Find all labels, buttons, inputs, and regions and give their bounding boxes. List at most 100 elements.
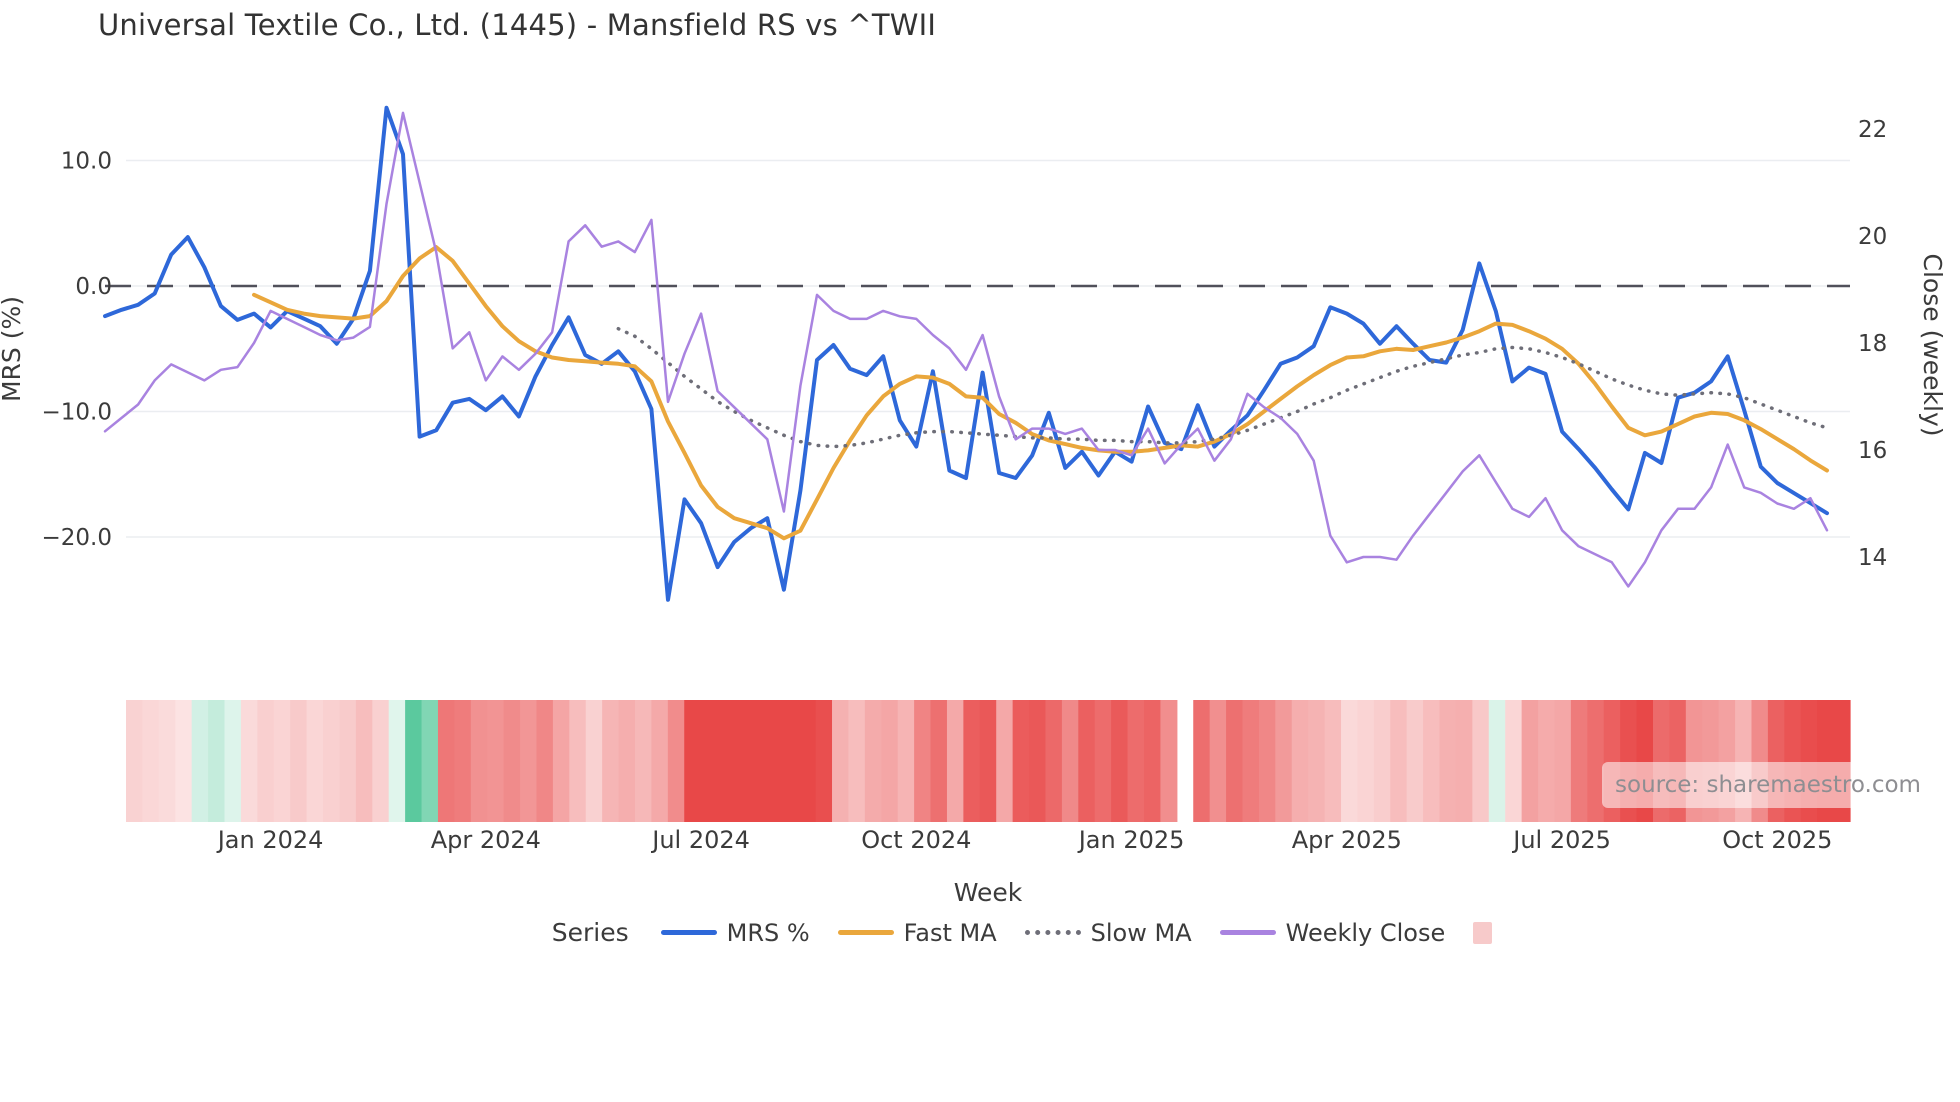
legend-swatch-line [660,930,717,935]
heatmap-cell [963,700,981,822]
x-axis-tick-label: Jul 2025 [1511,826,1611,854]
chart-title: Universal Textile Co., Ltd. (1445) - Man… [98,8,937,42]
legend-label: Weekly Close [1285,918,1446,947]
legend-item-weekly-close: Weekly Close [1219,918,1446,947]
heatmap-cell [569,700,587,822]
heatmap-cell [126,700,144,822]
heatmap-cell [175,700,193,822]
heatmap-cell [388,700,406,822]
heatmap-cell [1455,700,1473,822]
heatmap-cell [503,700,521,822]
heatmap-cell [1045,700,1063,822]
heatmap-cell [372,700,390,822]
heatmap-cell [1554,700,1572,822]
heatmap-cell [1587,700,1605,822]
right-axis-tick-label: 14 [1858,545,1887,571]
right-axis-title: Close (weekly) [1918,254,1947,437]
heatmap-cell [897,700,915,822]
heatmap-cell [339,700,357,822]
heatmap-cell [273,700,291,822]
heatmap-cell [602,700,620,822]
legend-item-fast-ma: Fast MA [837,919,997,947]
heatmap-cell [1439,700,1457,822]
legend-swatch-line [1219,930,1276,935]
heatmap-cell [930,700,948,822]
heatmap-cell [782,700,800,822]
heatmap-cell [437,700,455,822]
heatmap-cell [323,700,341,822]
left-axis-tick-label: −10.0 [42,400,112,426]
x-axis-tick-label: Apr 2024 [431,826,541,854]
heatmap-cell [1390,700,1408,822]
left-axis-tick-label: −20.0 [42,525,112,551]
heatmap-cell [306,700,324,822]
heatmap-cell [1570,700,1588,822]
heatmap-cell [946,700,964,822]
heatmap-cell [552,700,570,822]
heatmap-cell [290,700,308,822]
heatmap-cell [1291,700,1309,822]
right-axis-tick-label: 20 [1858,224,1887,250]
heatmap-cell [1488,700,1506,822]
heatmap-cell [1061,700,1079,822]
heatmap-cell [749,700,767,822]
heatmap-cell [487,700,505,822]
right-axis-tick-label: 16 [1858,438,1887,464]
heatmap-cell [1209,700,1227,822]
heatmap-cell [355,700,373,822]
heatmap-cell [832,700,850,822]
heatmap-cell [1505,700,1523,822]
x-axis-tick-label: Apr 2025 [1292,826,1402,854]
weekly-close-line [103,111,1829,588]
x-axis-tick-label: Jan 2024 [216,826,324,854]
heatmap-cell [1373,700,1391,822]
left-axis-tick-label: 10.0 [61,149,112,175]
x-axis-tick-label: Oct 2024 [861,826,971,854]
x-axis-tick-label: Oct 2025 [1722,826,1832,854]
heatmap-cell [1406,700,1424,822]
heatmap-cell [240,700,258,822]
heatmap-cell [651,700,669,822]
heatmap-cell [766,700,784,822]
x-axis-tick-label: Jul 2024 [650,826,750,854]
heatmap-cell [733,700,751,822]
heatmap-cell [848,700,866,822]
heatmap-cell [700,700,718,822]
left-axis-title: MRS (%) [0,296,26,402]
heatmap-cell [257,700,275,822]
heatmap-cell [224,700,242,822]
heatmap-cell [1308,700,1326,822]
legend-swatch-heatmap-square [1473,921,1493,944]
watermark: source: sharemaestro.com [1602,762,1934,808]
right-axis-tick-label: 18 [1858,331,1887,357]
heatmap-cell [1423,700,1441,822]
heatmap-cell [634,700,653,822]
heatmap-cell [585,700,603,822]
heatmap-cell [1258,700,1276,822]
heatmap-cell [1242,700,1260,822]
heatmap-cell [1029,700,1047,822]
heatmap-cell [1143,700,1161,822]
legend-label: MRS % [726,918,810,947]
heatmap-cell [1472,700,1490,822]
heatmap-cell [191,700,209,822]
heatmap-cell [1275,700,1293,822]
legend-title: Series [551,918,629,947]
legend-item-slow-ma: Slow MA [1024,919,1192,947]
heatmap-cell [405,700,423,822]
left-axis-tick-label: 0.0 [75,274,112,300]
heatmap-cell [1324,700,1342,822]
heatmap-cell [1538,700,1556,822]
heatmap-cell [1193,700,1211,822]
heatmap-cell [421,700,439,822]
x-axis-title: Week [953,878,1023,907]
heatmap-cell [684,700,702,822]
heatmap-cell [158,700,176,822]
heatmap-cell [208,700,226,822]
legend-swatch-line [837,930,894,935]
legend: Series MRS % Fast MA Slow MA Weekly Close [0,918,1960,947]
heatmap-cell [618,700,636,822]
heatmap-cell [864,700,882,822]
legend-item-mrs: MRS % [660,918,810,947]
